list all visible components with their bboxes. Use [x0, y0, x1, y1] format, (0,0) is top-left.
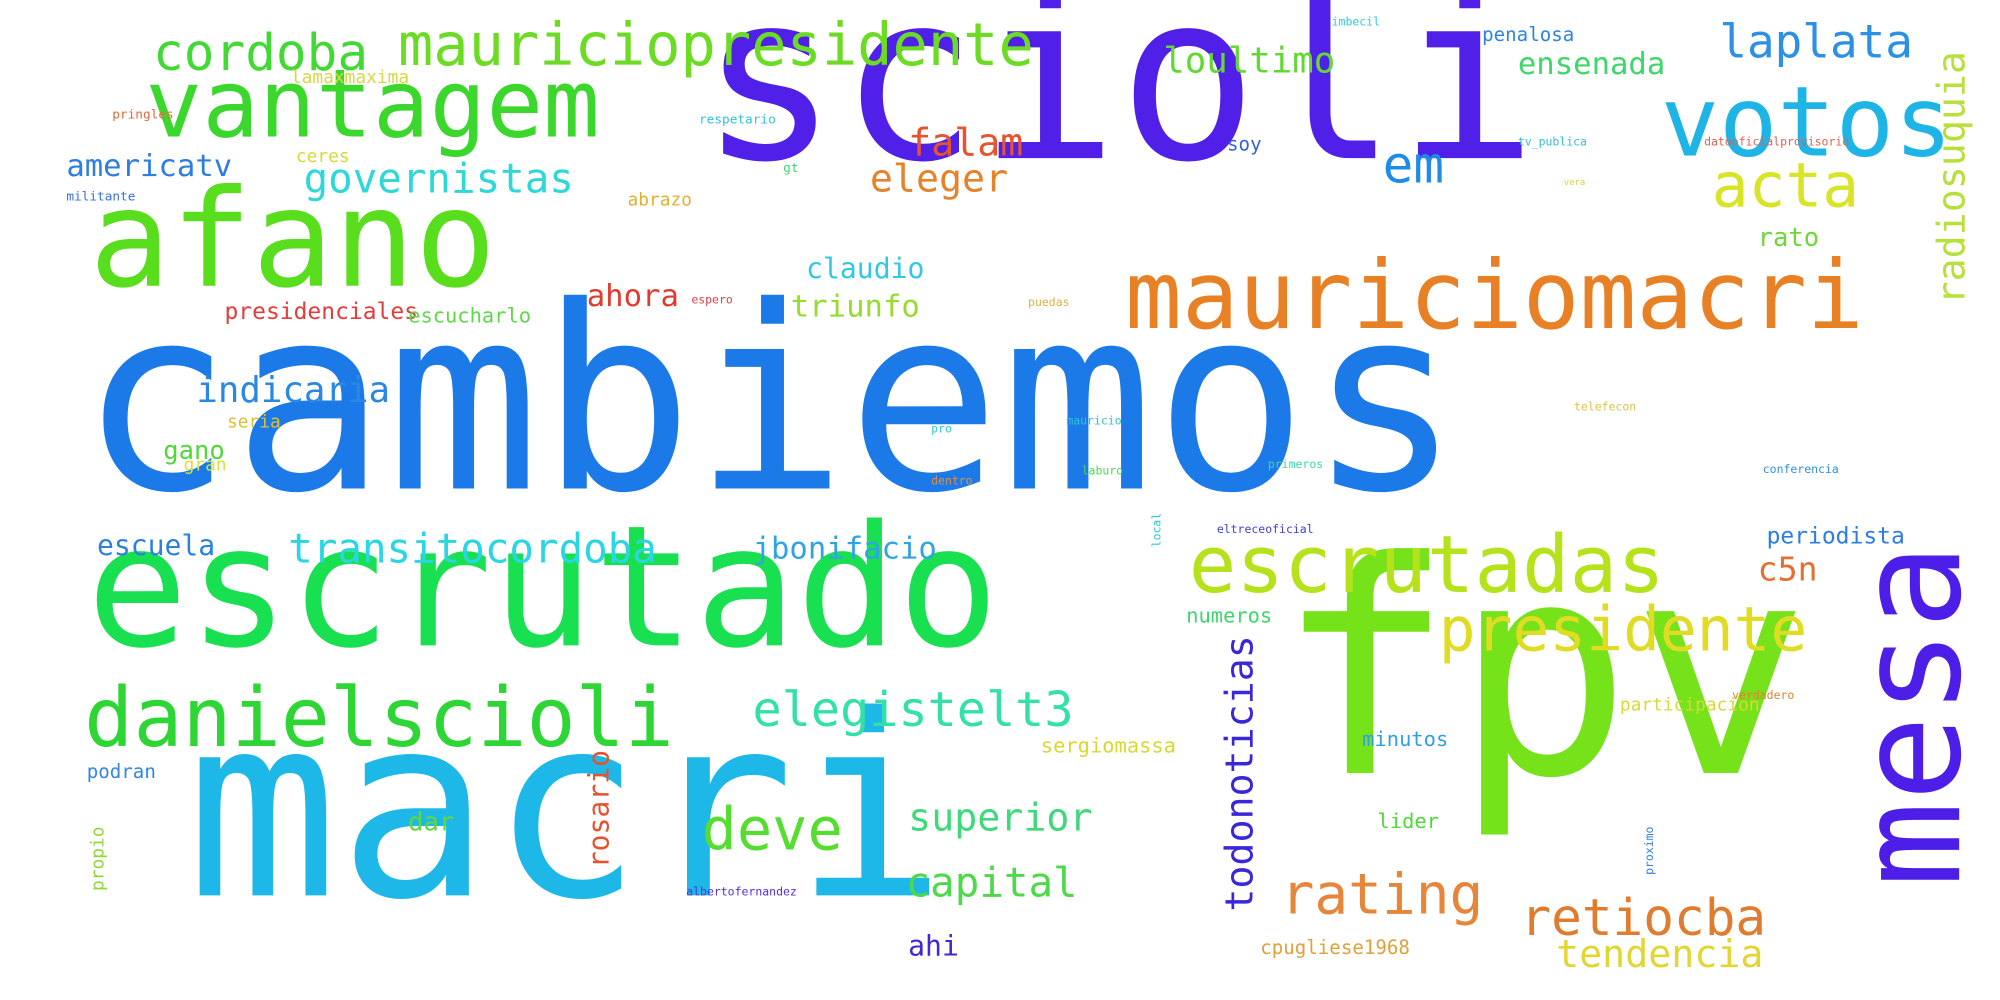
word-pringles: pringles — [112, 108, 174, 123]
word-dentro: dentro — [931, 475, 973, 489]
word-lamaxmaxima: lamaxmaxima — [290, 67, 410, 89]
word-americatv: americatv — [66, 147, 233, 184]
word-imbecil: imbecil — [1331, 16, 1381, 30]
word-dar: dar — [408, 806, 455, 837]
word-claudio: claudio — [806, 253, 925, 286]
word-escuela: escuela — [96, 530, 216, 563]
word-primeros: primeros — [1267, 459, 1324, 472]
word-eltreceoficial: eltreceoficial — [1216, 524, 1314, 537]
word-militante: militante — [66, 190, 136, 205]
word-numeros: numeros — [1186, 603, 1273, 628]
word-transitocordoba: transitocordoba — [288, 524, 657, 573]
word-elegistelt3: elegistelt3 — [752, 681, 1074, 738]
word-scioli: scioli — [698, 0, 1538, 214]
word-espero: espero — [691, 294, 733, 308]
word-respetario: respetario — [698, 113, 776, 128]
word-vantagem: vantagem — [145, 49, 601, 160]
word-radiosuquia: radiosuquia — [1929, 51, 1975, 305]
word-laburo: laburo — [1081, 465, 1124, 479]
word-escrutadas: escrutadas — [1188, 517, 1665, 611]
word-telefecon: telefecon — [1573, 401, 1637, 415]
word-soy: soy — [1227, 132, 1262, 156]
word-tv-publica: tv_publica — [1517, 136, 1587, 150]
word-fpv: fpv — [1275, 498, 1810, 844]
word-propio: propio — [88, 826, 109, 892]
word-pro: pro — [931, 423, 952, 437]
word-deve: deve — [701, 794, 843, 864]
word-gt: gt — [783, 161, 799, 177]
word-lider: lider — [1377, 808, 1439, 833]
word-verdadero: verdadero — [1732, 690, 1795, 703]
word-penalosa: penalosa — [1482, 22, 1575, 46]
word-macri: macri — [186, 660, 947, 956]
word-afano: afano — [89, 160, 497, 318]
word-acta: acta — [1711, 150, 1860, 222]
word-retiocba: retiocba — [1520, 889, 1767, 948]
word-ahi: ahi — [908, 931, 959, 964]
word-c5n: c5n — [1757, 551, 1818, 590]
word-seria: seria — [227, 411, 281, 433]
word-rating: rating — [1280, 862, 1484, 928]
word-cpugliese1968: cpugliese1968 — [1260, 936, 1410, 960]
word-mauriciopresidente: mauriciopresidente — [397, 10, 1034, 80]
word-podran: podran — [86, 760, 156, 784]
word-cordoba: cordoba — [153, 24, 369, 83]
word-rato: rato — [1757, 221, 1820, 253]
word-mauricio: mauricio — [1066, 415, 1122, 429]
word-mesa: mesa — [1827, 543, 1994, 888]
word-capital: capital — [905, 858, 1078, 907]
word-tendencia: tendencia — [1556, 932, 1764, 978]
word-presidenciales: presidenciales — [224, 298, 419, 326]
word-mauriciomacri: mauriciomacri — [1124, 241, 1864, 351]
word-rosario: rosario — [584, 749, 617, 869]
word-datooficialprovisorio: datooficialprovisorio — [1704, 136, 1850, 150]
word-abrazo: abrazo — [627, 190, 693, 211]
word-falam: falam — [908, 121, 1024, 166]
word-proximo: proximo — [1644, 826, 1657, 875]
word-indicaria: indicaria — [196, 368, 390, 411]
word-ahora: ahora — [586, 278, 679, 314]
word-escucharlo: escucharlo — [408, 303, 532, 328]
word-periodista: periodista — [1766, 522, 1905, 550]
word-minutos: minutos — [1362, 727, 1449, 752]
word-ceres: ceres — [295, 146, 350, 168]
word-sergiomassa: sergiomassa — [1040, 733, 1176, 758]
word-em: em — [1382, 136, 1445, 196]
word-vera: vera — [1563, 177, 1586, 188]
word-conferencia: conferencia — [1762, 464, 1839, 478]
word-participacion: participacion — [1619, 695, 1760, 716]
word-gano: gano — [163, 434, 225, 466]
word-ensenada: ensenada — [1517, 45, 1666, 82]
word-local: local — [1151, 512, 1165, 548]
word-superior: superior — [908, 795, 1093, 841]
word-danielscioli: danielscioli — [84, 672, 674, 767]
word-triunfo: triunfo — [790, 288, 920, 324]
word-cambiemos: cambiemos — [79, 252, 1462, 550]
word-presidente: presidente — [1438, 594, 1808, 666]
word-albertofernandez: albertofernandez — [686, 886, 797, 900]
word-gran: gran — [183, 455, 227, 476]
word-puedas: puedas — [1028, 297, 1070, 310]
word-todonoticias: todonoticias — [1218, 635, 1263, 912]
word-loultimo: loultimo — [1163, 39, 1336, 82]
word-votos: votos — [1660, 65, 1953, 179]
word-governistas: governistas — [303, 154, 574, 203]
word-escrutado: escrutado — [86, 489, 1000, 687]
word-jbonifacio: jbonifacio — [752, 530, 937, 567]
word-eleger: eleger — [869, 156, 1009, 202]
word-laplata: laplata — [1719, 16, 1913, 69]
